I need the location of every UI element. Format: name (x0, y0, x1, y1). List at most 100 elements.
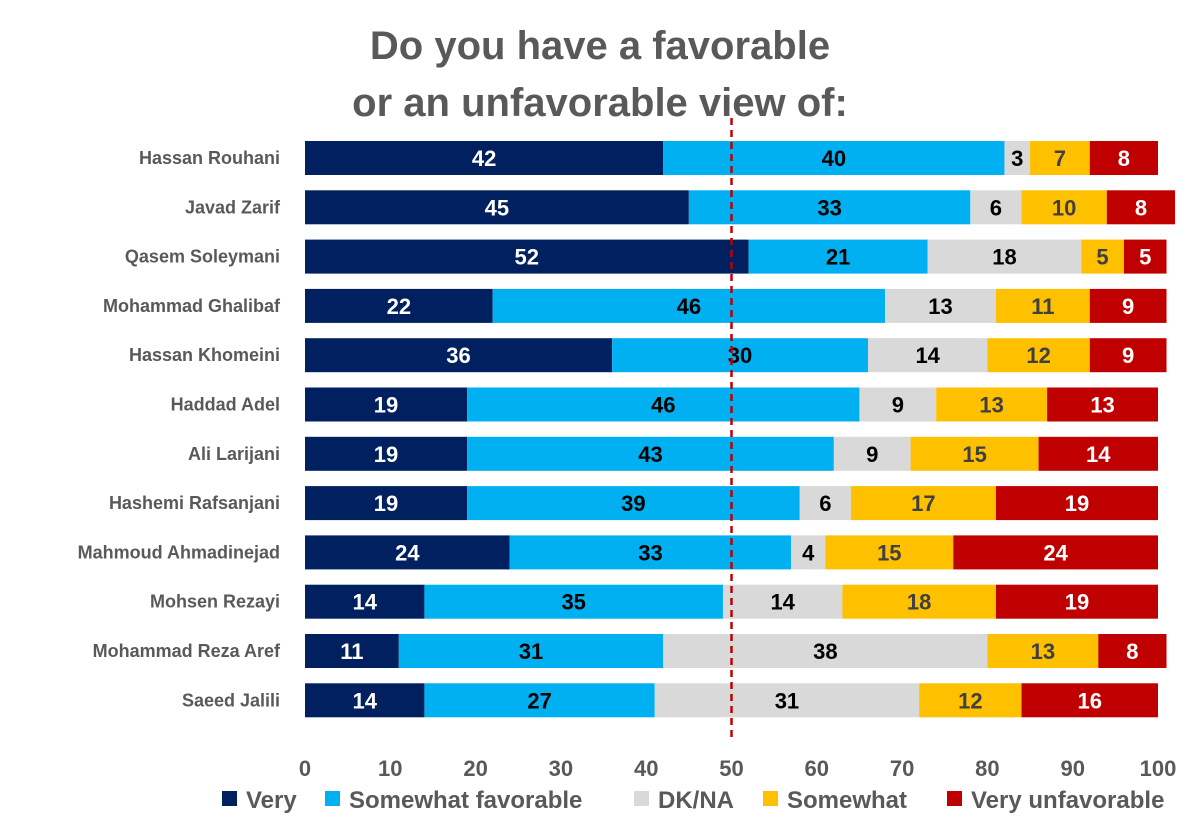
bar-very-haddad-adel (305, 387, 468, 422)
data-label-dk-na-saeed-jalili: 31 (775, 688, 799, 713)
data-label-very-qasem-soleymani: 52 (515, 245, 539, 270)
data-label-somewhat-favorable-javad-zarif: 33 (817, 195, 841, 220)
bar-dk-na-mohammad-reza-aref (663, 634, 988, 668)
data-label-dk-na-mahmoud-ahmadinejad: 4 (802, 540, 815, 565)
data-label-very-unfavorable-ali-larijani: 14 (1086, 442, 1111, 467)
category-label-javad-zarif: Javad Zarif (185, 197, 281, 217)
data-label-very-hashemi-rafsanjani: 19 (374, 491, 398, 516)
data-label-dk-na-hassan-khomeini: 14 (915, 343, 940, 368)
bar-dk-na-hashemi-rafsanjani (799, 486, 851, 521)
bar-dk-na-hassan-khomeini (867, 338, 988, 373)
legend-swatch-somewhat-favorable (325, 791, 340, 806)
bar-somewhat-favorable-mohammad-reza-aref (398, 634, 664, 668)
data-label-dk-na-mohammad-ghalibaf: 13 (928, 294, 952, 319)
category-label-hassan-rouhani: Hassan Rouhani (139, 148, 280, 168)
data-label-very-mahmoud-ahmadinejad: 24 (395, 540, 420, 565)
x-tick-label-10: 10 (378, 756, 402, 781)
bar-dk-na-ali-larijani (833, 436, 911, 471)
bar-very-unfavorable-ali-larijani (1038, 436, 1158, 471)
data-label-somewhat-favorable-haddad-adel: 46 (651, 393, 675, 418)
data-label-somewhat-qasem-soleymani: 5 (1096, 245, 1108, 270)
data-label-somewhat-favorable-mohammad-ghalibaf: 46 (677, 294, 701, 319)
bar-somewhat-favorable-mohsen-rezayi (424, 584, 723, 619)
bar-somewhat-javad-zarif (1021, 190, 1107, 225)
data-label-dk-na-mohammad-reza-aref: 38 (813, 639, 837, 664)
data-label-very-unfavorable-hashemi-rafsanjani: 19 (1065, 491, 1089, 516)
data-label-somewhat-mohammad-ghalibaf: 11 (1031, 294, 1054, 319)
x-tick-label-40: 40 (634, 756, 658, 781)
bar-somewhat-hassan-rouhani (1030, 141, 1090, 175)
category-label-ali-larijani: Ali Larijani (188, 444, 280, 464)
bar-somewhat-favorable-javad-zarif (688, 190, 971, 225)
x-tick-label-60: 60 (805, 756, 829, 781)
data-label-very-mohammad-ghalibaf: 22 (387, 294, 411, 319)
category-label-hassan-khomeini: Hassan Khomeini (129, 345, 280, 365)
legend-label-somewhat: Somewhat (787, 787, 907, 814)
category-label-mohsen-rezayi: Mohsen Rezayi (150, 592, 280, 612)
bar-dk-na-mohsen-rezayi (722, 584, 843, 619)
bar-somewhat-favorable-qasem-soleymani (748, 239, 928, 274)
x-tick-label-90: 90 (1060, 756, 1084, 781)
bar-somewhat-favorable-mohammad-ghalibaf (492, 288, 886, 323)
bar-somewhat-mahmoud-ahmadinejad (825, 535, 954, 570)
legend-label-dk-na: DK/NA (658, 787, 734, 814)
x-tick-label-70: 70 (890, 756, 914, 781)
data-label-very-unfavorable-haddad-adel: 13 (1090, 393, 1114, 418)
bar-very-saeed-jalili (305, 683, 425, 718)
bar-very-unfavorable-javad-zarif (1106, 190, 1176, 225)
x-tick-label-30: 30 (549, 756, 573, 781)
data-label-very-unfavorable-hassan-rouhani: 8 (1118, 146, 1130, 171)
bar-somewhat-mohammad-ghalibaf (995, 288, 1090, 323)
data-label-very-unfavorable-javad-zarif: 8 (1135, 195, 1147, 220)
data-label-very-unfavorable-qasem-soleymani: 5 (1139, 245, 1151, 270)
data-label-dk-na-ali-larijani: 9 (866, 442, 878, 467)
bar-dk-na-haddad-adel (859, 387, 937, 422)
chart-title: Do you have a favorable or an unfavorabl… (200, 18, 1000, 132)
data-label-dk-na-mohsen-rezayi: 14 (770, 590, 795, 615)
data-label-very-mohammad-reza-aref: 11 (340, 639, 363, 664)
data-label-dk-na-javad-zarif: 6 (990, 195, 1002, 220)
category-label-saeed-jalili: Saeed Jalili (182, 690, 280, 710)
bar-very-javad-zarif (305, 190, 689, 225)
data-label-very-saeed-jalili: 14 (352, 688, 377, 713)
bar-very-unfavorable-hassan-rouhani (1089, 141, 1158, 175)
data-label-very-unfavorable-mahmoud-ahmadinejad: 24 (1043, 540, 1068, 565)
bar-very-mohammad-reza-aref (305, 634, 399, 668)
data-label-very-hassan-rouhani: 42 (472, 146, 496, 171)
category-label-mohammad-reza-aref: Mohammad Reza Aref (93, 641, 281, 661)
bar-somewhat-mohammad-reza-aref (987, 634, 1099, 668)
category-label-qasem-soleymani: Qasem Soleymani (125, 247, 280, 267)
bar-somewhat-favorable-hashemi-rafsanjani (467, 486, 800, 521)
category-label-mohammad-ghalibaf: Mohammad Ghalibaf (103, 296, 281, 316)
data-label-somewhat-hassan-rouhani: 7 (1054, 146, 1066, 171)
legend-label-very: Very (246, 787, 297, 814)
bar-very-mahmoud-ahmadinejad (305, 535, 510, 570)
bar-somewhat-ali-larijani (910, 436, 1039, 471)
data-label-somewhat-saeed-jalili: 12 (958, 688, 982, 713)
data-label-very-unfavorable-mohammad-reza-aref: 8 (1126, 639, 1138, 664)
bar-very-unfavorable-haddad-adel (1047, 387, 1158, 422)
data-label-very-unfavorable-mohsen-rezayi: 19 (1065, 590, 1089, 615)
data-label-very-haddad-adel: 19 (374, 393, 398, 418)
legend-label-somewhat-favorable: Somewhat favorable (349, 787, 582, 814)
legend-swatch-dk-na (634, 791, 649, 806)
bar-very-qasem-soleymani (305, 239, 749, 274)
data-label-somewhat-mohammad-reza-aref: 13 (1031, 639, 1055, 664)
bar-dk-na-qasem-soleymani (927, 239, 1082, 274)
x-tick-label-50: 50 (719, 756, 743, 781)
data-label-somewhat-favorable-hassan-rouhani: 40 (822, 146, 846, 171)
x-tick-label-80: 80 (975, 756, 999, 781)
data-label-somewhat-favorable-mahmoud-ahmadinejad: 33 (638, 540, 662, 565)
legend-swatch-very-unfavorable (947, 791, 962, 806)
data-label-somewhat-favorable-mohammad-reza-aref: 31 (519, 639, 543, 664)
bar-dk-na-javad-zarif (970, 190, 1022, 225)
bar-somewhat-qasem-soleymani (1081, 239, 1124, 274)
data-label-somewhat-favorable-qasem-soleymani: 21 (826, 245, 850, 270)
x-tick-label-0: 0 (299, 756, 311, 781)
data-label-somewhat-mohsen-rezayi: 18 (907, 590, 931, 615)
bar-very-hashemi-rafsanjani (305, 486, 468, 521)
data-label-somewhat-favorable-hashemi-rafsanjani: 39 (621, 491, 645, 516)
bar-very-unfavorable-saeed-jalili (1021, 683, 1158, 718)
bar-dk-na-saeed-jalili (654, 683, 920, 718)
